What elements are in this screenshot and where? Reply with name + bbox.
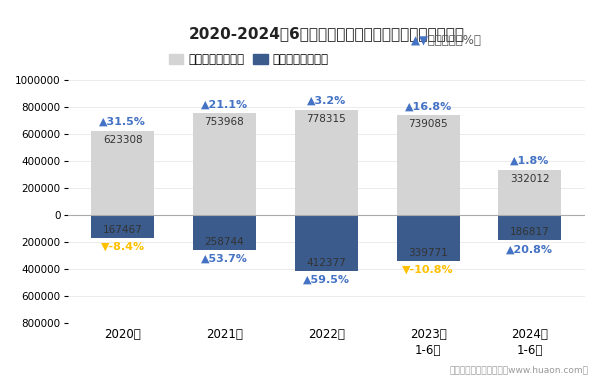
Text: ▲59.5%: ▲59.5%: [303, 275, 350, 285]
Text: ▲1.8%: ▲1.8%: [510, 156, 550, 166]
Text: ▲▼: ▲▼: [411, 34, 429, 47]
Bar: [193, 215, 256, 250]
Text: ▼-8.4%: ▼-8.4%: [101, 242, 145, 252]
Bar: [499, 170, 562, 215]
Bar: [295, 110, 358, 215]
Text: ▲31.5%: ▲31.5%: [99, 117, 146, 127]
Bar: [193, 113, 256, 215]
Text: ▲16.8%: ▲16.8%: [404, 101, 452, 111]
Bar: [397, 215, 460, 261]
Bar: [295, 215, 358, 271]
Text: 778315: 778315: [307, 114, 346, 124]
Bar: [91, 131, 154, 215]
Text: 623308: 623308: [103, 135, 142, 145]
Text: ▼-10.8%: ▼-10.8%: [402, 265, 454, 275]
Text: 167467: 167467: [103, 225, 143, 235]
Text: 258744: 258744: [205, 237, 244, 247]
Text: 制图：华经产业研究院（www.huaon.com）: 制图：华经产业研究院（www.huaon.com）: [449, 365, 588, 374]
Legend: 出口额（万美元）, 进口额（万美元）: 出口额（万美元）, 进口额（万美元）: [164, 48, 333, 71]
Text: ▲20.8%: ▲20.8%: [506, 244, 553, 254]
Text: ▲53.7%: ▲53.7%: [201, 254, 248, 264]
Text: 同比增长（%）: 同比增长（%）: [424, 34, 481, 47]
Text: 339771: 339771: [408, 248, 448, 258]
Text: 332012: 332012: [510, 174, 550, 184]
Text: 412377: 412377: [307, 258, 346, 268]
Bar: [499, 215, 562, 240]
Bar: [397, 115, 460, 215]
Title: 2020-2024年6月贵州省商品收发货人所在地进、出口额: 2020-2024年6月贵州省商品收发货人所在地进、出口额: [188, 26, 464, 41]
Text: 186817: 186817: [510, 228, 550, 238]
Bar: [91, 215, 154, 238]
Text: 753968: 753968: [205, 117, 244, 127]
Text: 739085: 739085: [408, 119, 448, 129]
Text: ▲3.2%: ▲3.2%: [307, 96, 346, 106]
Text: ▲21.1%: ▲21.1%: [201, 99, 248, 109]
